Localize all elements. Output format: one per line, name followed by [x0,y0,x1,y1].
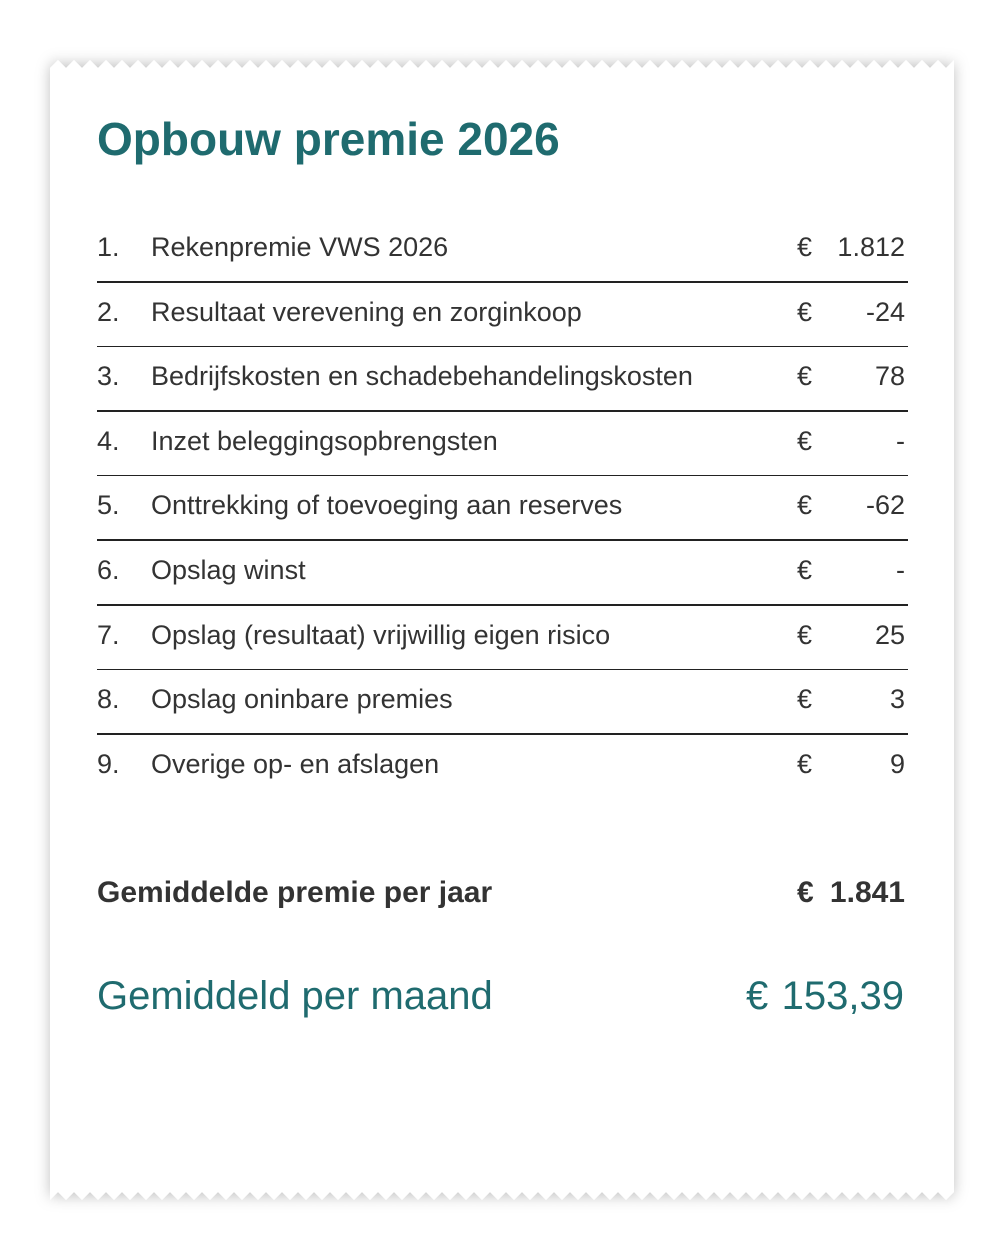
row-currency: € [797,361,813,392]
row-label: Opslag winst [151,555,306,585]
month-total-label: Gemiddeld per maand [97,974,493,1018]
row-number: 5. [97,490,120,521]
row-amount: -62 [865,490,905,521]
row-label: Inzet beleggingsopbrengsten [151,425,498,456]
row-number: 3. [97,361,120,392]
title: Opbouw premie 2026 [97,113,560,165]
row-amount: 78 [874,361,905,392]
row-divider [97,410,908,412]
month-total-amount: 153,39 [781,974,904,1018]
year-total-amount: 1.841 [829,876,905,909]
year-total-currency: € [797,876,814,909]
row-number: 9. [97,748,120,779]
row-divider [97,345,908,348]
row-label: Rekenpremie VWS 2026 [151,232,449,262]
row-divider [97,668,908,671]
row-label: Resultaat verevening en zorginkoop [151,296,582,327]
row-currency: € [797,619,813,650]
row-label: Opslag oninbare premies [151,684,453,715]
row-amount: - [896,555,905,585]
row-number: 1. [97,232,120,262]
row-amount: 25 [874,619,905,650]
row-divider [97,604,908,606]
row-label: Bedrijfskosten en schadebehandelingskost… [151,361,693,392]
row-amount: 9 [889,748,905,779]
year-total-label: Gemiddelde premie per jaar [97,876,493,909]
row-label: Onttrekking of toevoeging aan reserves [151,490,623,521]
row-number: 4. [97,425,120,456]
row-currency: € [797,684,813,715]
month-total-currency: € [746,974,769,1018]
row-label: Opslag (resultaat) vrijwillig eigen risi… [151,619,611,650]
row-currency: € [797,425,813,456]
row-currency: € [797,748,813,779]
row-currency: € [797,296,813,327]
row-number: 7. [97,619,120,650]
row-number: 6. [97,555,120,585]
row-amount: - [896,425,905,456]
row-number: 8. [97,684,120,715]
row-currency: € [797,232,813,262]
row-divider [97,733,908,735]
row-number: 2. [97,296,120,327]
row-divider [97,539,908,541]
paper-shape [50,60,954,1200]
row-amount: 3 [889,684,905,715]
row-amount: -24 [865,296,905,327]
row-divider [97,281,908,283]
row-currency: € [797,490,813,521]
row-amount: 1.812 [837,232,905,262]
row-divider [97,474,908,477]
row-label: Overige op- en afslagen [151,748,440,779]
row-currency: € [797,555,813,585]
